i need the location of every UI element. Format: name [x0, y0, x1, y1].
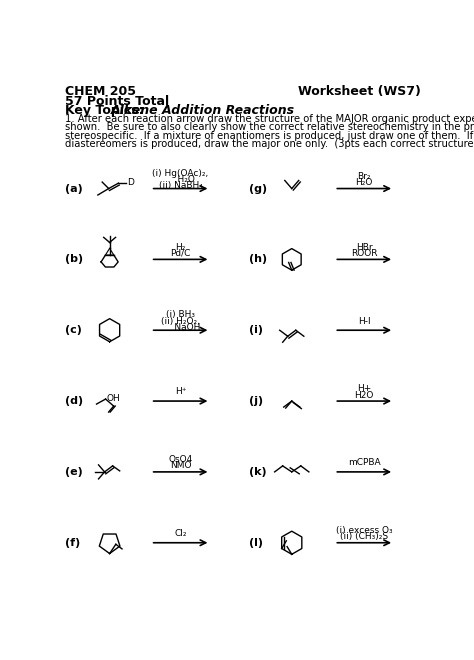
Text: (j): (j) [249, 396, 263, 406]
Text: shown.  Be sure to also clearly show the correct relative stereochemistry in the: shown. Be sure to also clearly show the … [65, 122, 474, 132]
Text: D: D [128, 178, 135, 187]
Text: Cl₂: Cl₂ [174, 529, 187, 538]
Text: (a): (a) [65, 183, 83, 193]
Text: H-I: H-I [358, 317, 371, 325]
Text: CHEM 205: CHEM 205 [65, 85, 137, 98]
Text: HBr: HBr [356, 243, 373, 251]
Text: stereospecific.  If a mixture of enantiomers is produced, just draw one of them.: stereospecific. If a mixture of enantiom… [65, 131, 474, 141]
Text: mCPBA: mCPBA [348, 458, 381, 467]
Text: Worksheet (WS7): Worksheet (WS7) [298, 85, 420, 98]
Text: (ii) (CH₃)₂S: (ii) (CH₃)₂S [340, 532, 388, 541]
Text: H₂: H₂ [175, 243, 186, 251]
Text: H₂O: H₂O [356, 178, 373, 187]
Text: NMO: NMO [170, 461, 191, 471]
Text: (e): (e) [65, 467, 83, 477]
Text: (k): (k) [249, 467, 267, 477]
Text: (d): (d) [65, 396, 83, 406]
Text: (ii) H₂O₂,: (ii) H₂O₂, [161, 317, 200, 325]
Text: H+: H+ [357, 384, 371, 393]
Text: OsO4: OsO4 [168, 455, 192, 464]
Text: Alkene Addition Reactions: Alkene Addition Reactions [110, 104, 294, 117]
Text: ROOR: ROOR [351, 249, 377, 258]
Text: (b): (b) [65, 254, 83, 265]
Text: 1. After each reaction arrow draw the structure of the MAJOR organic product exp: 1. After each reaction arrow draw the st… [65, 114, 474, 124]
Text: (ii) NaBH₄: (ii) NaBH₄ [159, 181, 202, 190]
Text: H2O: H2O [355, 391, 374, 399]
Text: 57 Points Total: 57 Points Total [65, 94, 170, 108]
Text: (g): (g) [249, 183, 267, 193]
Text: (i) excess O₃: (i) excess O₃ [336, 526, 392, 535]
Text: (l): (l) [249, 538, 263, 548]
Text: (c): (c) [65, 325, 82, 335]
Text: (f): (f) [65, 538, 81, 548]
Text: (h): (h) [249, 254, 267, 265]
Text: (i) Hg(OAc)₂,: (i) Hg(OAc)₂, [153, 169, 209, 178]
Text: H⁺: H⁺ [175, 387, 186, 397]
Text: NaOH: NaOH [160, 323, 201, 332]
Text: H₂O: H₂O [166, 175, 195, 184]
Text: (i): (i) [249, 325, 263, 335]
Text: Key Topics:: Key Topics: [65, 104, 148, 117]
Text: Br₂: Br₂ [357, 172, 371, 181]
Text: (i) BH₃: (i) BH₃ [166, 310, 195, 319]
Text: diastereomers is produced, draw the major one only.  (3pts each correct structur: diastereomers is produced, draw the majo… [65, 139, 474, 149]
Text: Pd/C: Pd/C [170, 249, 191, 258]
Text: OH: OH [106, 394, 120, 403]
